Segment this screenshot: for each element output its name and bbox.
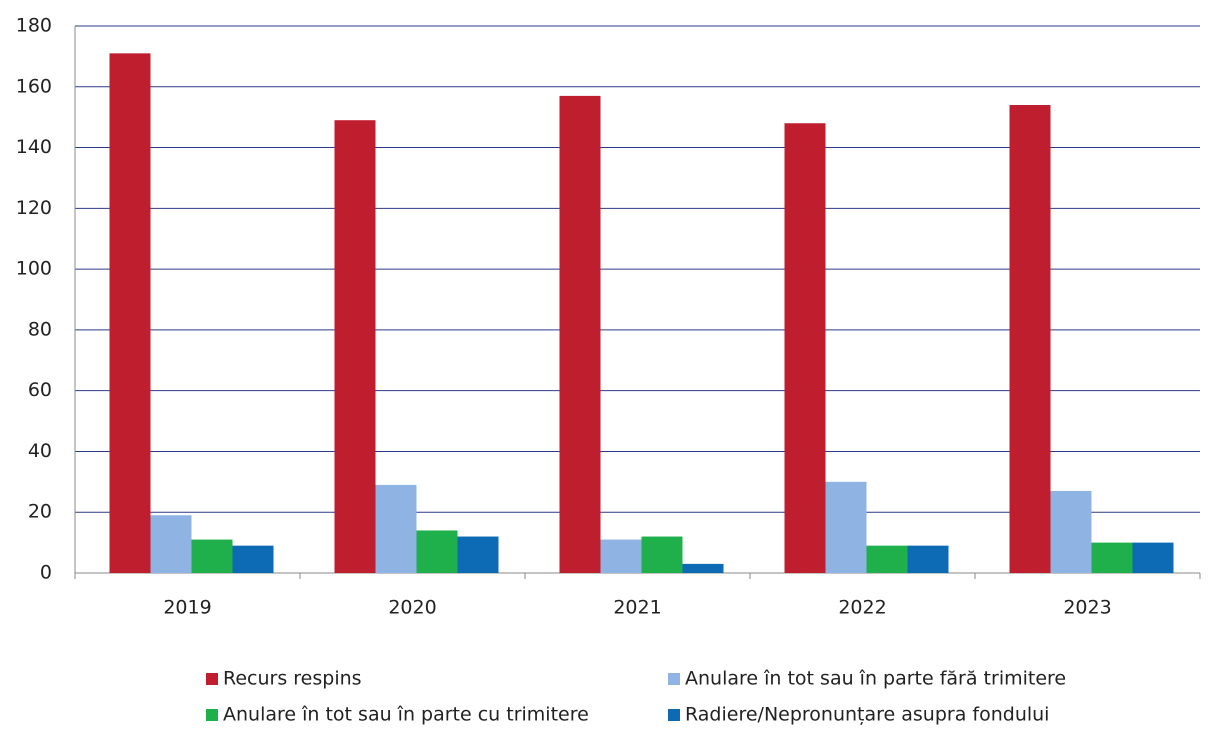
legend-swatch: [206, 673, 218, 685]
x-tick-label: 2019: [163, 597, 211, 619]
legend-label: Anulare în tot sau în parte cu trimitere: [223, 704, 589, 726]
bar: [1050, 490, 1092, 573]
bar: [1091, 542, 1133, 573]
y-tick-label: 140: [16, 136, 52, 158]
bar: [1009, 105, 1051, 573]
legend-label: Recurs respins: [223, 668, 362, 690]
bar: [641, 536, 683, 573]
bar: [334, 120, 376, 573]
legend-swatch: [206, 709, 218, 721]
bar: [1132, 542, 1174, 573]
y-tick-label: 60: [28, 379, 52, 401]
legend-swatch: [668, 709, 680, 721]
bar: [191, 539, 233, 573]
bar: [232, 545, 274, 573]
bar: [825, 481, 867, 573]
bar: [784, 123, 826, 573]
legend-label: Radiere/Nepronunțare asupra fondului: [685, 704, 1049, 726]
bar: [150, 515, 192, 573]
y-tick-label: 0: [40, 562, 52, 584]
x-tick-label: 2021: [613, 597, 661, 619]
y-tick-label: 100: [16, 258, 52, 280]
bar: [907, 545, 949, 573]
x-tick-label: 2022: [838, 597, 886, 619]
y-tick-label: 80: [28, 318, 52, 340]
y-tick-label: 180: [16, 15, 52, 37]
y-tick-label: 20: [28, 501, 52, 523]
y-tick-label: 160: [16, 75, 52, 97]
bar: [457, 536, 499, 573]
bar: [600, 539, 642, 573]
bar: [375, 484, 417, 573]
bar: [866, 545, 908, 573]
y-tick-label: 120: [16, 197, 52, 219]
x-tick-label: 2020: [388, 597, 436, 619]
bar: [559, 95, 601, 574]
legend-swatch: [668, 673, 680, 685]
legend-label: Anulare în tot sau în parte fără trimite…: [685, 668, 1066, 690]
bar: [416, 530, 458, 573]
y-tick-label: 40: [28, 440, 52, 462]
bar: [109, 53, 151, 574]
x-tick-label: 2023: [1063, 597, 1111, 619]
bar: [682, 563, 724, 573]
